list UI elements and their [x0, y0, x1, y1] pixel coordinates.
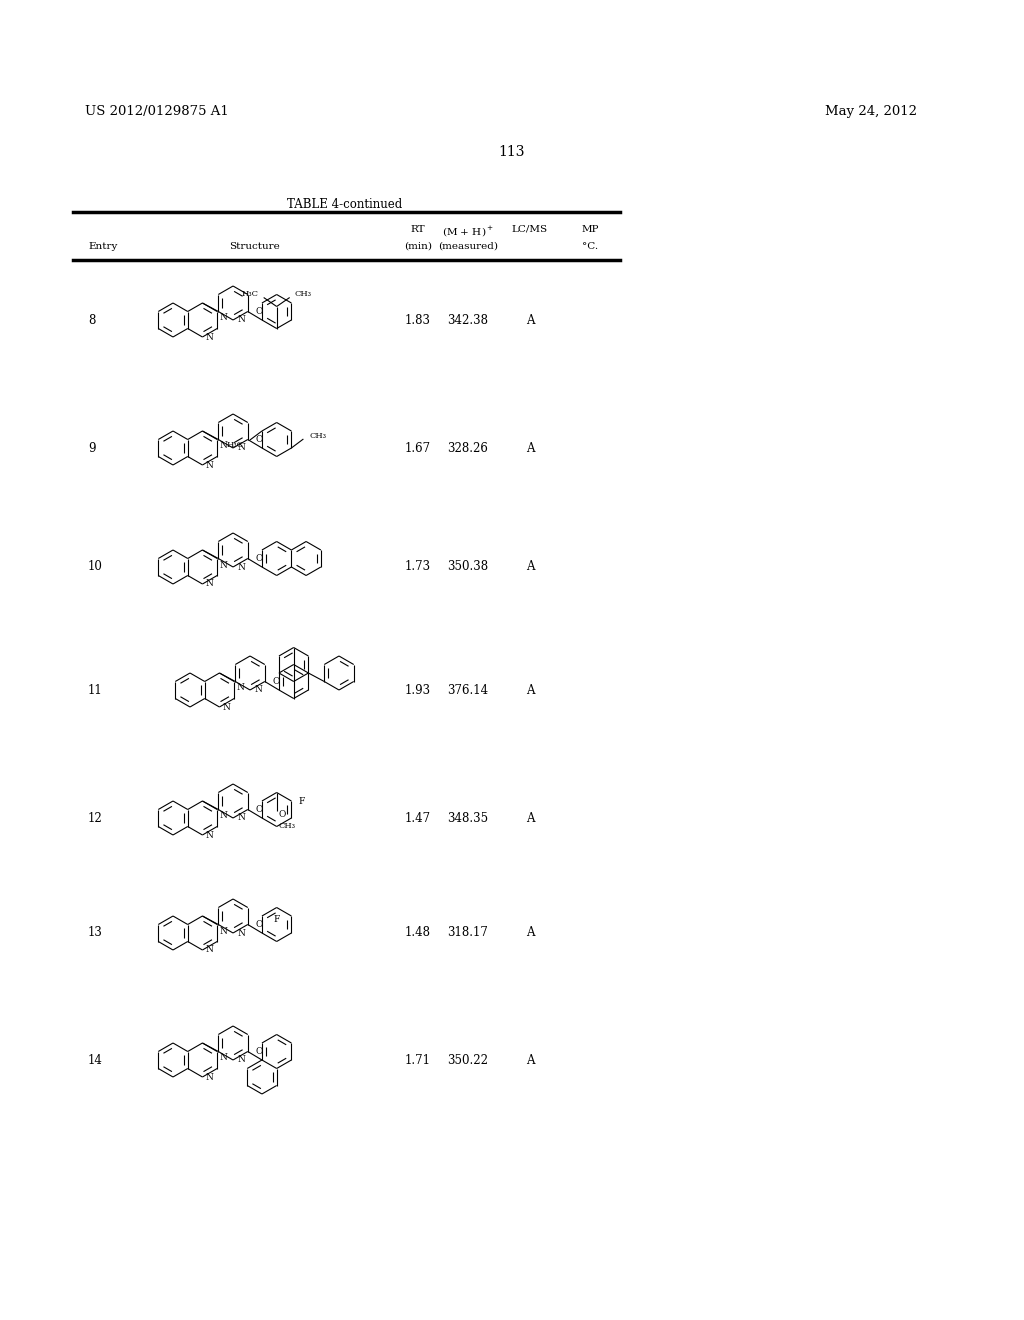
- Text: N: N: [206, 830, 213, 840]
- Text: 9: 9: [88, 441, 95, 454]
- Text: 350.22: 350.22: [447, 1053, 488, 1067]
- Text: O: O: [256, 436, 263, 445]
- Text: N: N: [219, 314, 227, 322]
- Text: 113: 113: [499, 145, 525, 158]
- Text: N: N: [219, 1053, 227, 1063]
- Text: N: N: [206, 461, 213, 470]
- Text: O: O: [256, 554, 263, 564]
- Text: A: A: [525, 314, 535, 326]
- Text: US 2012/0129875 A1: US 2012/0129875 A1: [85, 106, 228, 117]
- Text: F: F: [298, 796, 305, 805]
- Text: 1.67: 1.67: [404, 441, 431, 454]
- Text: CH₃: CH₃: [279, 822, 296, 830]
- Text: (measured): (measured): [438, 242, 498, 251]
- Text: O: O: [279, 810, 286, 818]
- Text: 1.83: 1.83: [406, 314, 431, 326]
- Text: 376.14: 376.14: [447, 684, 488, 697]
- Text: H₃C: H₃C: [227, 441, 244, 449]
- Text: May 24, 2012: May 24, 2012: [825, 106, 918, 117]
- Text: N: N: [219, 561, 227, 569]
- Text: 10: 10: [88, 561, 102, 573]
- Text: N: N: [206, 579, 213, 589]
- Text: O: O: [256, 920, 263, 929]
- Text: CH₃: CH₃: [295, 290, 311, 298]
- Text: N: N: [237, 928, 245, 937]
- Text: O: O: [256, 805, 263, 814]
- Text: 1.71: 1.71: [406, 1053, 431, 1067]
- Text: H₃C: H₃C: [242, 290, 259, 298]
- Text: 328.26: 328.26: [447, 441, 488, 454]
- Text: N: N: [206, 333, 213, 342]
- Text: N: N: [237, 684, 244, 693]
- Text: N: N: [237, 562, 245, 572]
- Text: A: A: [525, 441, 535, 454]
- Text: 1.73: 1.73: [404, 561, 431, 573]
- Text: (min): (min): [404, 242, 432, 251]
- Text: N: N: [237, 1056, 245, 1064]
- Text: 8: 8: [88, 314, 95, 326]
- Text: 350.38: 350.38: [447, 561, 488, 573]
- Text: 11: 11: [88, 684, 102, 697]
- Text: MP: MP: [582, 224, 599, 234]
- Text: N: N: [219, 812, 227, 821]
- Text: N: N: [219, 927, 227, 936]
- Text: 342.38: 342.38: [447, 314, 488, 326]
- Text: A: A: [525, 812, 535, 825]
- Text: A: A: [525, 561, 535, 573]
- Text: 348.35: 348.35: [447, 812, 488, 825]
- Text: Entry: Entry: [88, 242, 118, 251]
- Text: 1.48: 1.48: [406, 927, 431, 940]
- Text: Structure: Structure: [229, 242, 281, 251]
- Text: N: N: [206, 945, 213, 954]
- Text: O: O: [256, 308, 263, 317]
- Text: N: N: [206, 1072, 213, 1081]
- Text: A: A: [525, 1053, 535, 1067]
- Text: N: N: [219, 441, 227, 450]
- Text: 12: 12: [88, 812, 102, 825]
- Text: 1.93: 1.93: [404, 684, 431, 697]
- Text: 318.17: 318.17: [447, 927, 488, 940]
- Text: 1.47: 1.47: [404, 812, 431, 825]
- Text: °C.: °C.: [582, 242, 598, 251]
- Text: (M + H)$^+$: (M + H)$^+$: [442, 224, 494, 239]
- Text: 13: 13: [88, 927, 102, 940]
- Text: O: O: [256, 1047, 263, 1056]
- Text: N: N: [237, 315, 245, 325]
- Text: N: N: [237, 813, 245, 822]
- Text: A: A: [525, 927, 535, 940]
- Text: CH₃: CH₃: [309, 432, 327, 440]
- Text: O: O: [272, 677, 281, 686]
- Text: A: A: [525, 684, 535, 697]
- Text: N: N: [222, 702, 230, 711]
- Text: LC/MS: LC/MS: [512, 224, 548, 234]
- Text: 14: 14: [88, 1053, 102, 1067]
- Text: N: N: [254, 685, 262, 694]
- Text: RT: RT: [411, 224, 425, 234]
- Text: F: F: [273, 915, 280, 924]
- Text: N: N: [237, 444, 245, 453]
- Text: TABLE 4-continued: TABLE 4-continued: [288, 198, 402, 211]
